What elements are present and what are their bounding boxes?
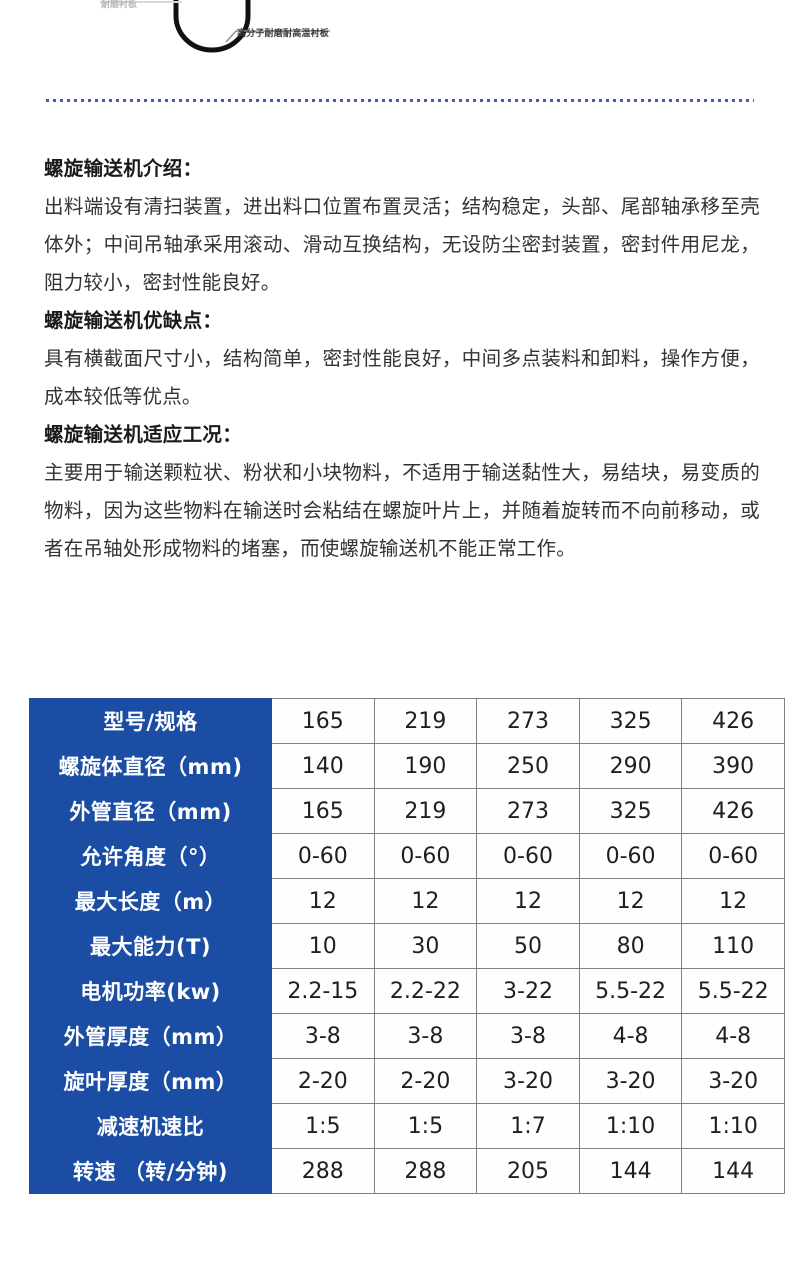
- spec-cell: 144: [681, 1148, 785, 1194]
- spec-cell: 3-20: [681, 1058, 785, 1104]
- spec-cell: 2-20: [373, 1058, 478, 1104]
- diagram-drawing: [100, 0, 330, 53]
- spec-cell: 4-8: [578, 1013, 683, 1059]
- section-heading-intro: 螺旋输送机介绍：: [44, 157, 203, 180]
- spec-cell: 3-8: [271, 1013, 375, 1059]
- spec-row-label: 型号/规格: [29, 698, 272, 744]
- section-heading-pros-cons: 螺旋输送机优缺点：: [44, 309, 223, 332]
- table-row: 旋叶厚度（mm） 2-20 2-20 3-20 3-20 3-20: [29, 1058, 785, 1104]
- spec-row-label: 旋叶厚度（mm）: [29, 1058, 272, 1104]
- section-heading-conditions: 螺旋输送机适应工况：: [44, 423, 243, 446]
- spec-cell: 0-60: [681, 833, 785, 879]
- spec-cell: 1:10: [578, 1103, 683, 1149]
- table-row: 型号/规格 165 219 273 325 426: [29, 698, 785, 744]
- spec-cell: 2.2-15: [271, 968, 375, 1014]
- trough-outer-wall: [173, 0, 251, 53]
- trough-inner-liner: [181, 0, 243, 44]
- dotted-divider: [46, 99, 754, 102]
- spec-cell: 110: [681, 923, 785, 969]
- table-row: 螺旋体直径（mm) 140 190 250 290 390: [29, 743, 785, 789]
- spec-cell: 0-60: [578, 833, 683, 879]
- spec-cell: 12: [271, 878, 375, 924]
- spec-cell: 3-8: [373, 1013, 478, 1059]
- spec-row-label: 电机功率(kw): [29, 968, 272, 1014]
- spec-cell: 5.5-22: [578, 968, 683, 1014]
- spec-cell: 426: [681, 788, 785, 834]
- spec-cell: 288: [373, 1148, 478, 1194]
- table-row: 最大能力(T) 10 30 50 80 110: [29, 923, 785, 969]
- section-pros-cons: 螺旋输送机优缺点： 具有横截面尺寸小，结构简单，密封性能良好，中间多点装料和卸料…: [44, 302, 760, 416]
- spec-cell: 250: [476, 743, 580, 789]
- spec-cell: 50: [476, 923, 580, 969]
- spec-cell: 5.5-22: [681, 968, 785, 1014]
- spec-row-label: 外管厚度（mm）: [29, 1013, 272, 1059]
- spec-cell: 0-60: [271, 833, 375, 879]
- spec-row-label: 外管直径（mm): [29, 788, 272, 834]
- spec-cell: 2.2-22: [373, 968, 478, 1014]
- spec-cell: 273: [476, 788, 580, 834]
- spec-cell: 0-60: [373, 833, 478, 879]
- spec-cell: 12: [681, 878, 785, 924]
- diagram-caption-liner: 高分子耐磨耐高温衬板: [237, 29, 330, 39]
- spec-cell: 140: [271, 743, 375, 789]
- spec-cell: 12: [578, 878, 683, 924]
- spec-cell: 144: [578, 1148, 683, 1194]
- section-body-pros-cons: 具有横截面尺寸小，结构简单，密封性能良好，中间多点装料和卸料，操作方便，成本较低…: [44, 347, 760, 408]
- spec-cell: 2-20: [271, 1058, 375, 1104]
- spec-row-label: 允许角度（°）: [29, 833, 272, 879]
- section-body-conditions: 主要用于输送颗粒状、粉状和小块物料，不适用于输送黏性大，易结块，易变质的物料，因…: [44, 461, 760, 560]
- spec-cell: 12: [476, 878, 580, 924]
- spec-cell: 426: [681, 698, 785, 744]
- spec-cell: 3-8: [476, 1013, 580, 1059]
- table-row: 电机功率(kw) 2.2-15 2.2-22 3-22 5.5-22 5.5-22: [29, 968, 785, 1014]
- spec-cell: 165: [271, 698, 375, 744]
- table-row: 转速 （转/分钟) 288 288 205 144 144: [29, 1148, 785, 1194]
- spec-cell: 290: [578, 743, 683, 789]
- section-body-intro: 出料端设有清扫装置，进出料口位置布置灵活；结构稳定，头部、尾部轴承移至壳体外；中…: [44, 195, 760, 294]
- spec-cell: 10: [271, 923, 375, 969]
- spec-row-label: 减速机速比: [29, 1103, 272, 1149]
- spec-cell: 165: [271, 788, 375, 834]
- spec-cell: 219: [373, 698, 478, 744]
- spec-cell: 205: [476, 1148, 580, 1194]
- spec-row-label: 螺旋体直径（mm): [29, 743, 272, 789]
- specification-table: 型号/规格 165 219 273 325 426 螺旋体直径（mm) 140 190 250 29…: [29, 698, 785, 1194]
- table-row: 外管厚度（mm） 3-8 3-8 3-8 4-8 4-8: [29, 1013, 785, 1059]
- spec-cell: 190: [373, 743, 478, 789]
- spec-cell: 4-8: [681, 1013, 785, 1059]
- spec-cell: 1:10: [681, 1103, 785, 1149]
- section-conditions: 螺旋输送机适应工况： 主要用于输送颗粒状、粉状和小块物料，不适用于输送黏性大，易…: [44, 416, 760, 568]
- spec-cell: 1:7: [476, 1103, 580, 1149]
- spec-cell: 325: [578, 788, 683, 834]
- spec-cell: 390: [681, 743, 785, 789]
- diagram-caption-faded: 耐磨衬板: [101, 0, 138, 10]
- spec-cell: 1:5: [271, 1103, 375, 1149]
- table-row: 减速机速比 1:5 1:5 1:7 1:10 1:10: [29, 1103, 785, 1149]
- spec-cell: 1:5: [373, 1103, 478, 1149]
- spec-row-label: 最大长度（m）: [29, 878, 272, 924]
- spec-row-label: 最大能力(T): [29, 923, 272, 969]
- leader-line: [225, 30, 330, 43]
- section-intro: 螺旋输送机介绍： 出料端设有清扫装置，进出料口位置布置灵活；结构稳定，头部、尾部…: [44, 150, 760, 302]
- spec-row-label: 转速 （转/分钟): [29, 1148, 272, 1194]
- table-row: 允许角度（°） 0-60 0-60 0-60 0-60 0-60: [29, 833, 785, 879]
- spec-cell: 0-60: [476, 833, 580, 879]
- spec-cell: 3-20: [578, 1058, 683, 1104]
- product-diagram: 耐磨衬板 高分子耐磨耐高温衬板: [0, 0, 800, 78]
- spec-cell: 80: [578, 923, 683, 969]
- spec-cell: 3-20: [476, 1058, 580, 1104]
- spec-cell: 273: [476, 698, 580, 744]
- spec-cell: 30: [373, 923, 478, 969]
- table-row: 最大长度（m） 12 12 12 12 12: [29, 878, 785, 924]
- specification-table-container: 型号/规格 165 219 273 325 426 螺旋体直径（mm) 140 190 250 29…: [29, 698, 785, 1194]
- spec-cell: 325: [578, 698, 683, 744]
- article-content: 螺旋输送机介绍： 出料端设有清扫装置，进出料口位置布置灵活；结构稳定，头部、尾部…: [44, 150, 760, 568]
- spec-cell: 219: [373, 788, 478, 834]
- spec-cell: 12: [373, 878, 478, 924]
- spec-cell: 288: [271, 1148, 375, 1194]
- spec-cell: 3-22: [476, 968, 580, 1014]
- table-row: 外管直径（mm) 165 219 273 325 426: [29, 788, 785, 834]
